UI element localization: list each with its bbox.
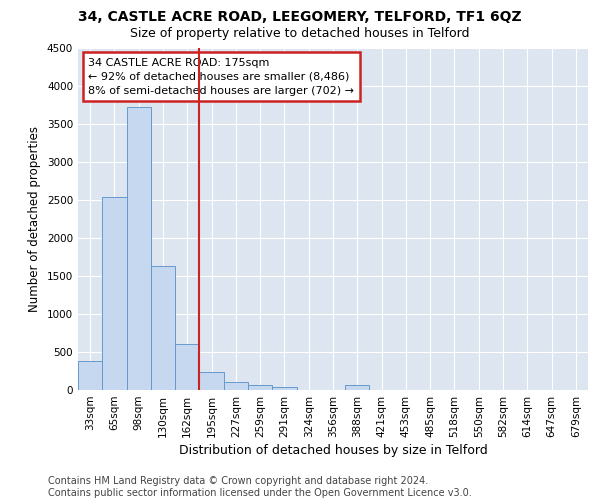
Bar — [175, 344, 199, 390]
Bar — [102, 198, 127, 390]
Bar — [345, 385, 370, 390]
Text: Size of property relative to detached houses in Telford: Size of property relative to detached ho… — [130, 28, 470, 40]
Bar — [127, 107, 151, 390]
Bar — [78, 362, 102, 390]
Text: 34 CASTLE ACRE ROAD: 175sqm
← 92% of detached houses are smaller (8,486)
8% of s: 34 CASTLE ACRE ROAD: 175sqm ← 92% of det… — [88, 58, 354, 96]
Bar — [151, 266, 175, 390]
Bar — [224, 382, 248, 390]
Bar — [248, 386, 272, 390]
Bar — [199, 372, 224, 390]
Text: 34, CASTLE ACRE ROAD, LEEGOMERY, TELFORD, TF1 6QZ: 34, CASTLE ACRE ROAD, LEEGOMERY, TELFORD… — [78, 10, 522, 24]
Y-axis label: Number of detached properties: Number of detached properties — [28, 126, 41, 312]
Text: Contains HM Land Registry data © Crown copyright and database right 2024.
Contai: Contains HM Land Registry data © Crown c… — [48, 476, 472, 498]
Bar — [272, 386, 296, 390]
X-axis label: Distribution of detached houses by size in Telford: Distribution of detached houses by size … — [179, 444, 487, 457]
